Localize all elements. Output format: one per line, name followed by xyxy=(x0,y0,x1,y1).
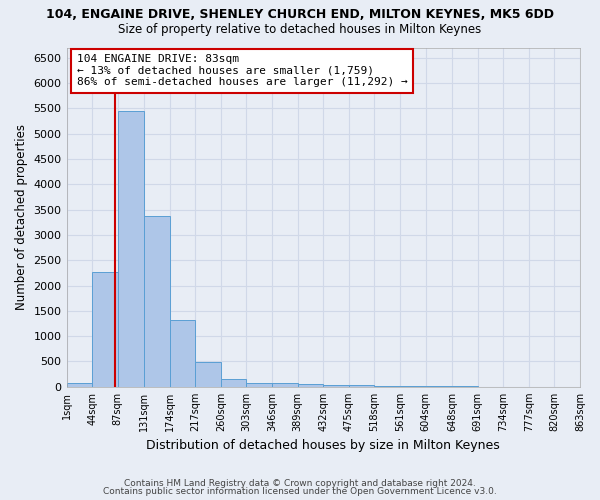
Bar xyxy=(247,383,272,387)
Bar xyxy=(92,272,118,387)
Bar xyxy=(323,385,349,387)
Bar xyxy=(298,384,323,387)
Bar xyxy=(349,386,374,387)
Bar xyxy=(400,386,426,387)
Bar xyxy=(170,320,195,387)
Bar xyxy=(272,383,298,387)
X-axis label: Distribution of detached houses by size in Milton Keynes: Distribution of detached houses by size … xyxy=(146,440,500,452)
Y-axis label: Number of detached properties: Number of detached properties xyxy=(15,124,28,310)
Bar xyxy=(221,378,247,387)
Text: Size of property relative to detached houses in Milton Keynes: Size of property relative to detached ho… xyxy=(118,22,482,36)
Text: 104, ENGAINE DRIVE, SHENLEY CHURCH END, MILTON KEYNES, MK5 6DD: 104, ENGAINE DRIVE, SHENLEY CHURCH END, … xyxy=(46,8,554,20)
Bar xyxy=(118,111,144,387)
Text: Contains HM Land Registry data © Crown copyright and database right 2024.: Contains HM Land Registry data © Crown c… xyxy=(124,478,476,488)
Text: Contains public sector information licensed under the Open Government Licence v3: Contains public sector information licen… xyxy=(103,487,497,496)
Bar xyxy=(144,216,170,387)
Text: 104 ENGAINE DRIVE: 83sqm
← 13% of detached houses are smaller (1,759)
86% of sem: 104 ENGAINE DRIVE: 83sqm ← 13% of detach… xyxy=(77,54,407,88)
Bar xyxy=(374,386,400,387)
Bar xyxy=(426,386,452,387)
Bar xyxy=(67,384,92,387)
Bar xyxy=(195,362,221,387)
